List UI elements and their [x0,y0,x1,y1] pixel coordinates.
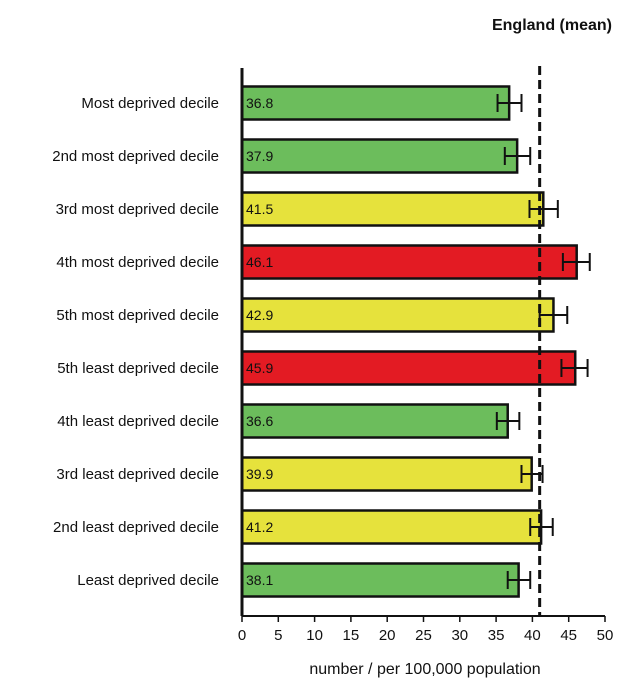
x-tick-label: 15 [343,627,360,644]
x-tick-label: 25 [415,627,432,644]
x-tick-label: 50 [597,627,614,644]
bar [240,244,578,280]
x-tick-label: 35 [488,627,505,644]
data-label: 41.5 [246,201,273,217]
value-labels-layer: 36.8 37.9 41.5 46.1 42.9 45.9 36.6 39.9 41.2 38.1 [246,95,273,588]
data-label: 42.9 [246,307,273,323]
data-label: 46.1 [246,254,273,270]
category-label: Most deprived decile [81,95,219,112]
category-labels-layer: Most deprived decile 2nd most deprived de… [52,95,219,589]
x-tick-label: 20 [379,627,396,644]
category-label: 4th most deprived decile [56,254,219,271]
bar [240,85,511,121]
bar [240,509,543,545]
x-tick-label: 0 [238,627,246,644]
category-label: Least deprived decile [77,572,219,589]
bar [240,297,555,333]
bar [240,350,577,386]
data-label: 41.2 [246,519,273,535]
bar [240,562,520,598]
data-label: 36.6 [246,413,273,429]
data-label: 38.1 [246,572,273,588]
category-label: 3rd least deprived decile [56,466,219,483]
category-label: 3rd most deprived decile [56,201,219,218]
data-label: 37.9 [246,148,273,164]
category-label: 5th least deprived decile [57,360,219,377]
category-label: 2nd most deprived decile [52,148,219,165]
data-label: 39.9 [246,466,273,482]
bar [240,403,509,439]
bars-layer [240,85,578,598]
bar [240,138,519,174]
x-tick-label: 45 [560,627,577,644]
category-label: 4th least deprived decile [57,413,219,430]
x-axis: 0 5 10 15 20 25 30 35 40 45 50 [238,68,614,644]
x-tick-label: 10 [306,627,323,644]
data-label: 45.9 [246,360,273,376]
data-label: 36.8 [246,95,273,111]
x-tick-label: 30 [451,627,468,644]
bar [240,191,545,227]
x-tick-label: 5 [274,627,282,644]
bar [240,456,533,492]
x-tick-label: 40 [524,627,541,644]
x-axis-title: number / per 100,000 population [309,661,540,678]
england-mean-label: England (mean) [492,17,612,34]
category-label: 2nd least deprived decile [53,519,219,536]
category-label: 5th most deprived decile [56,307,219,324]
